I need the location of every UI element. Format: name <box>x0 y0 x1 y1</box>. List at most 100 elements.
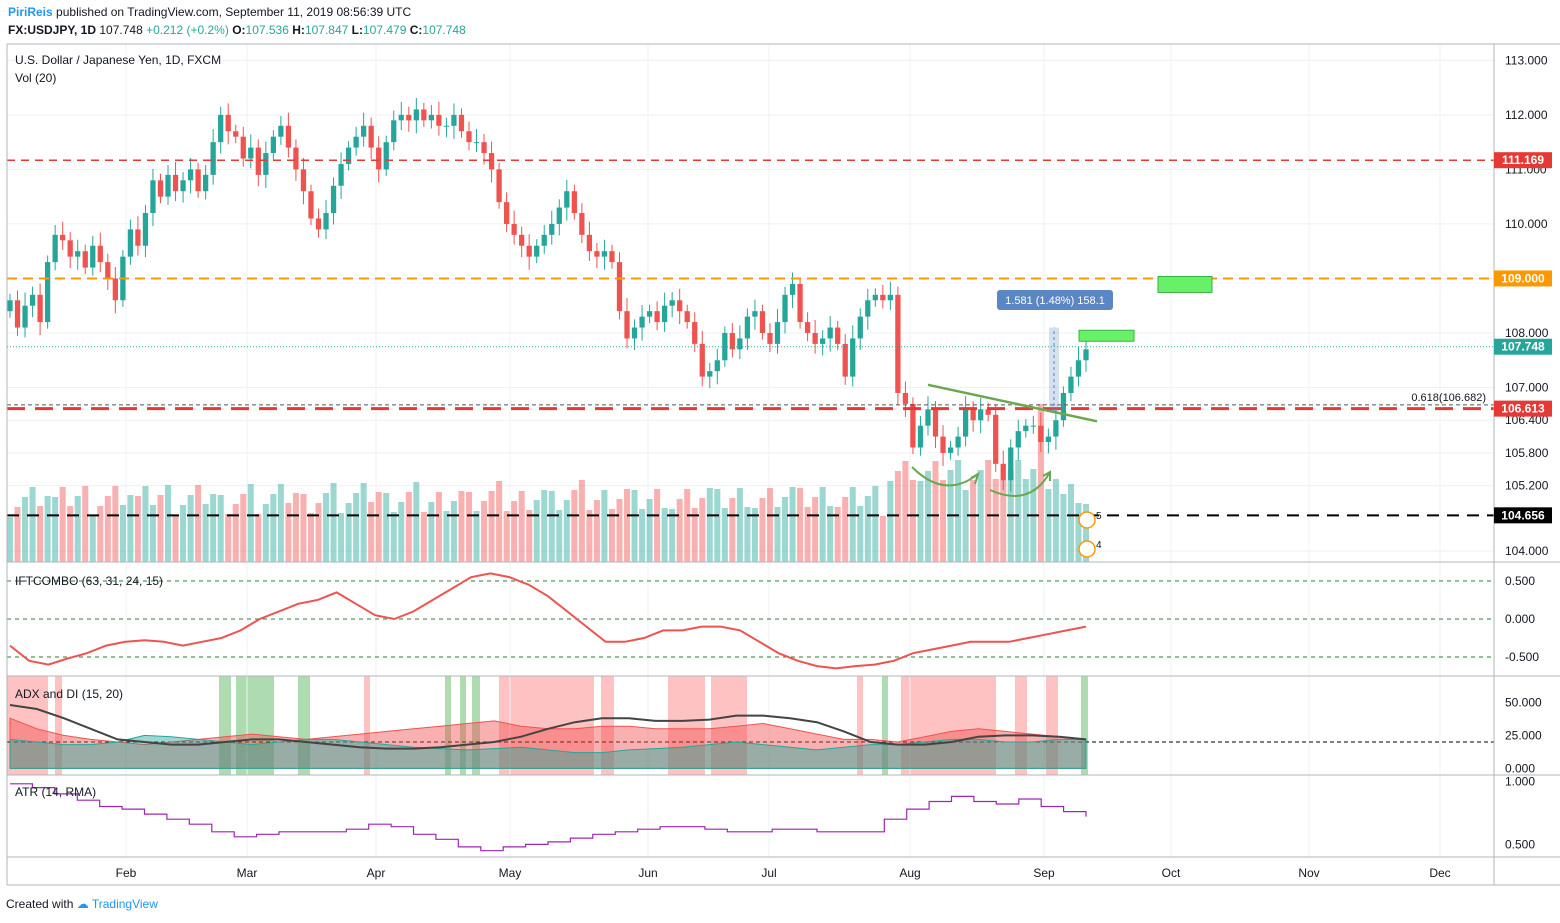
tradingview-logo-icon[interactable]: ☁ <box>76 897 89 911</box>
candle-body <box>519 234 525 246</box>
candle-body <box>789 283 796 295</box>
volume-bar <box>345 503 352 562</box>
di-plus-area <box>9 734 1087 769</box>
candle-body <box>496 169 502 203</box>
candle-body <box>165 174 171 197</box>
adx-y-tick: 25.000 <box>1505 728 1542 742</box>
tradingview-brand[interactable]: TradingView <box>91 897 158 911</box>
iftcombo-pane[interactable]: IFTCOMBO (63, 31, 24, 15) <box>7 562 1494 676</box>
candle-body <box>677 300 683 312</box>
volume-bar <box>247 484 254 562</box>
volume-bar <box>82 486 89 562</box>
volume-bar <box>338 513 345 562</box>
atr-grid <box>125 775 1441 857</box>
candle-body <box>1060 392 1067 421</box>
volume-bar <box>887 481 894 562</box>
candle-body <box>1083 349 1089 361</box>
price-pane[interactable]: 0.618(106.682) 1.581 (1.48%) 158.1 5 4 U.S… <box>6 44 1494 562</box>
x-tick-dec: Dec <box>1429 866 1450 880</box>
volume-bar <box>6 517 14 562</box>
volume-bar <box>706 488 713 562</box>
volume-bar <box>1082 504 1090 562</box>
atr-y-tick: 0.500 <box>1505 837 1535 851</box>
volume-bar <box>932 461 939 562</box>
volume-bar <box>992 479 999 562</box>
volume-bar <box>586 510 593 562</box>
volume-bar <box>44 496 51 562</box>
volume-bar <box>172 515 179 562</box>
atr-pane[interactable]: ATR (14, RMA) <box>10 775 1441 857</box>
candle-body <box>752 311 758 317</box>
candle-body <box>737 338 743 350</box>
volume-bar <box>744 507 751 562</box>
volume-bars <box>6 404 1090 562</box>
candle-body <box>820 338 826 344</box>
adx-band <box>499 676 594 775</box>
volume-bar <box>134 496 141 562</box>
adx-band <box>472 676 480 775</box>
candle-body <box>857 316 863 339</box>
price-tag-109.000: 109.000 <box>1501 271 1545 285</box>
measure-label: 1.581 (1.48%) 158.1 <box>1005 295 1105 307</box>
low-label: L: <box>351 23 363 37</box>
candle-body <box>263 153 269 175</box>
candle-body <box>466 131 472 143</box>
volume-bar <box>142 486 149 562</box>
candle-body <box>797 283 803 323</box>
candle-body <box>428 114 435 121</box>
volume-bar <box>458 491 465 562</box>
candle-body <box>368 125 374 148</box>
target-box-upper <box>1157 275 1213 293</box>
author-name[interactable]: PiriReis <box>8 5 53 19</box>
volume-bar <box>631 490 638 562</box>
open-label: O: <box>232 23 246 37</box>
symbol-label: FX:USDJPY, 1D <box>8 23 97 37</box>
volume-bar <box>443 511 450 562</box>
volume-bar <box>563 500 570 562</box>
candle-body <box>383 142 389 170</box>
event-count: 4 <box>1096 540 1102 551</box>
volume-bar <box>195 485 202 562</box>
atr-title: ATR (14, RMA) <box>15 785 96 799</box>
candle-body <box>345 147 352 164</box>
candle-body <box>594 251 600 257</box>
volume-bar <box>646 499 653 562</box>
candle-body <box>7 300 13 312</box>
ift-y-tick: -0.500 <box>1505 650 1539 664</box>
volume-bar <box>240 494 247 562</box>
candle-body <box>300 169 307 192</box>
volume-bar <box>782 497 789 562</box>
volume-bar <box>759 498 766 562</box>
candle-body <box>225 114 231 132</box>
drawings[interactable]: 1.581 (1.48%) 158.1 5 4 <box>911 275 1213 558</box>
volume-bar <box>541 490 548 562</box>
candle-body <box>1068 376 1074 393</box>
adx-y-tick: 50.000 <box>1505 695 1542 709</box>
candle-body <box>488 153 495 170</box>
volume-bar <box>165 485 172 562</box>
volume-bar <box>59 487 66 562</box>
volume-bar <box>89 516 96 562</box>
high-label: H: <box>292 23 305 37</box>
volume-bar <box>1015 460 1022 562</box>
candle-body <box>473 142 480 144</box>
candle-body <box>421 109 427 121</box>
horizontal-lines[interactable]: 0.618(106.682) <box>7 159 1494 517</box>
candle-body <box>1045 436 1052 443</box>
time-axis[interactable]: Feb Mar Apr May Jun Jul Aug Sep Oct Nov Dec <box>116 866 1451 880</box>
x-tick-oct: Oct <box>1162 866 1181 880</box>
candle-body <box>135 229 141 246</box>
volume-bar <box>112 486 119 562</box>
candle-body <box>902 392 909 404</box>
price-axis[interactable]: 113.000112.000111.000110.000109.000108.0… <box>1505 53 1549 851</box>
high-value: 107.847 <box>304 23 349 37</box>
adx-pane[interactable]: ADX and DI (15, 20) <box>7 676 1494 775</box>
volume-bar <box>323 493 330 562</box>
candle-body <box>14 300 21 328</box>
footer: Created with ☁ TradingView <box>6 897 158 911</box>
volume-bar <box>917 481 924 562</box>
created-with-text: Created with <box>6 897 74 911</box>
candle-body <box>391 120 397 143</box>
volume-bar <box>180 505 187 562</box>
